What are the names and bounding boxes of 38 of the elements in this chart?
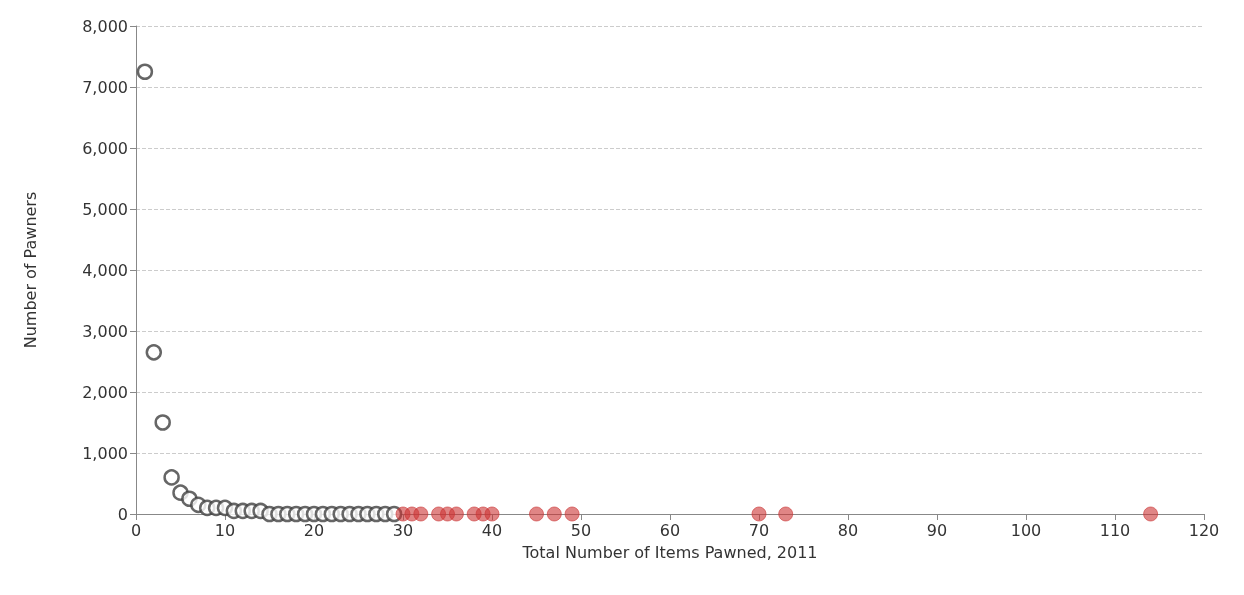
point	[1143, 506, 1159, 522]
point	[484, 506, 500, 522]
point	[413, 506, 429, 522]
point	[778, 506, 794, 522]
y-tick-label: 5,000	[82, 199, 128, 219]
y-tick-label: 4,000	[82, 260, 128, 280]
point	[751, 506, 767, 522]
y-tick-label: 2,000	[82, 382, 128, 402]
x-tick-label: 70	[748, 520, 770, 540]
x-tick-label: 60	[659, 520, 681, 540]
x-tick-label: 80	[837, 520, 859, 540]
y-tick-label: 8,000	[82, 16, 128, 36]
x-tick-label: 100	[1010, 520, 1042, 540]
point	[385, 505, 403, 523]
y-tick-label: 6,000	[82, 138, 128, 158]
x-tick-label: 40	[481, 520, 503, 540]
x-tick-label: 10	[214, 520, 236, 540]
x-tick-label: 110	[1099, 520, 1131, 540]
point	[145, 344, 163, 361]
y-tick-label: 0	[117, 504, 128, 524]
y-tick-label: 3,000	[82, 321, 128, 341]
point	[136, 63, 154, 80]
y-axis-title: Number of Pawners	[20, 191, 40, 349]
x-tick-label: 120	[1188, 520, 1220, 540]
x-tick-label: 20	[303, 520, 325, 540]
point	[448, 506, 464, 522]
point	[529, 506, 544, 522]
x-tick-label: 90	[926, 520, 948, 540]
point	[154, 414, 171, 431]
x-tick-label: 30	[392, 520, 414, 540]
point	[163, 469, 180, 486]
x-axis-title: Total Number of Items Pawned, 2011	[521, 542, 818, 562]
point	[564, 506, 580, 522]
point	[546, 506, 562, 522]
y-tick-label: 1,000	[82, 443, 128, 463]
x-tick-label: 0	[130, 520, 142, 540]
x-tick-label: 50	[570, 520, 592, 540]
y-tick-label: 7,000	[82, 77, 128, 97]
